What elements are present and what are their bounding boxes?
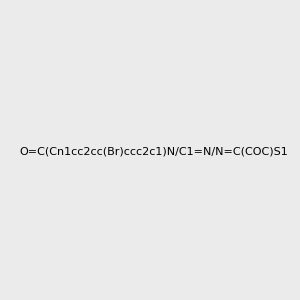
Text: O=C(Cn1cc2cc(Br)ccc2c1)N/C1=N/N=C(COC)S1: O=C(Cn1cc2cc(Br)ccc2c1)N/C1=N/N=C(COC)S1 <box>20 146 288 157</box>
